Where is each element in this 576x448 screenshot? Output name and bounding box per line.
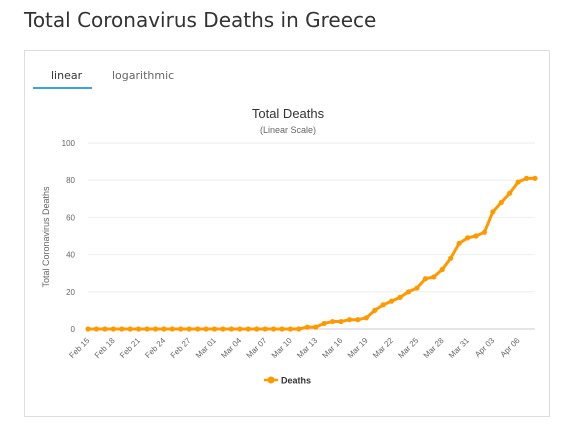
data-point[interactable] [329,318,336,325]
data-point[interactable] [498,199,504,206]
y-tick-label: 100 [62,139,76,148]
data-point[interactable] [211,326,218,332]
data-point[interactable] [363,315,369,321]
data-point[interactable] [119,326,125,332]
data-point[interactable] [431,274,437,280]
x-tick-label: Mar 28 [422,336,446,360]
x-tick-label: Feb 21 [118,336,142,360]
data-point[interactable] [414,285,420,291]
data-point[interactable] [532,175,538,181]
y-tick-label: 20 [66,288,75,297]
data-point[interactable] [296,326,302,332]
page-title: Total Coronavirus Deaths in Greece [24,8,377,32]
data-point[interactable] [338,318,344,325]
data-point[interactable] [422,276,428,282]
x-tick-label: Apr 03 [473,336,496,359]
x-tick-label: Mar 25 [396,336,420,360]
y-tick-label: 40 [66,251,75,260]
x-tick-label: Mar 19 [346,336,370,360]
x-tick-label: Mar 04 [219,336,243,360]
x-tick-label: Feb 18 [93,336,117,360]
data-point[interactable] [380,302,386,308]
series-line-deaths [88,176,535,331]
x-tick-label: Mar 13 [295,336,319,360]
data-point[interactable] [237,326,243,332]
chart-title: Total Deaths [252,106,325,121]
chart-svg: Total Deaths (Linear Scale) Total Corona… [41,106,538,386]
data-point[interactable] [228,326,234,332]
data-point[interactable] [464,235,471,241]
data-point[interactable] [85,326,91,332]
data-point[interactable] [144,326,150,332]
x-tick-label: Feb 15 [67,336,91,360]
data-point[interactable] [270,326,277,332]
data-point[interactable] [287,326,294,332]
data-point[interactable] [254,326,260,332]
data-point[interactable] [102,326,108,332]
data-point[interactable] [161,326,167,332]
data-point[interactable] [178,326,184,332]
data-point[interactable] [473,233,479,239]
chart-subtitle: (Linear Scale) [260,125,316,135]
data-point[interactable] [481,229,487,235]
chart-panel: linear logarithmic Total Deaths (Linear … [24,50,550,417]
x-tick-label: Feb 24 [143,336,167,360]
data-point[interactable] [389,298,395,304]
y-axis-label: Total Coronavirus Deaths [41,186,51,288]
data-point[interactable] [136,326,142,332]
x-tick-label: Apr 06 [499,336,522,359]
data-point[interactable] [456,240,462,247]
data-point[interactable] [523,175,530,181]
x-tick-label: Mar 22 [371,336,395,360]
x-tick-label: Mar 10 [270,336,294,360]
data-point[interactable] [127,326,133,332]
data-point[interactable] [279,326,285,332]
data-point[interactable] [355,317,361,323]
data-point[interactable] [220,326,226,332]
data-point[interactable] [507,190,513,196]
data-point[interactable] [203,326,209,332]
data-point[interactable] [397,294,403,300]
data-point[interactable] [448,255,454,261]
data-point[interactable] [93,326,100,332]
x-tick-label: Mar 07 [245,336,269,360]
legend[interactable]: Deaths [264,376,311,386]
data-point[interactable] [346,317,353,323]
data-point[interactable] [515,179,521,185]
data-point[interactable] [262,326,268,332]
y-tick-label: 0 [71,325,76,334]
y-tick-label: 80 [66,176,75,185]
data-point[interactable] [321,320,327,327]
active-tab-indicator [33,87,92,89]
x-tick-label: Feb 27 [169,336,193,360]
y-tick-label: 60 [66,213,75,222]
x-tick-label: Mar 16 [320,336,344,360]
data-point[interactable] [169,326,175,332]
legend-marker [267,376,275,384]
legend-item-deaths[interactable]: Deaths [281,376,311,386]
data-point[interactable] [313,324,319,330]
tab-linear[interactable]: linear [51,69,83,82]
data-point[interactable] [405,289,412,295]
data-point[interactable] [110,326,116,332]
data-point[interactable] [245,326,251,332]
data-point[interactable] [439,266,445,273]
data-point[interactable] [186,326,192,332]
data-point[interactable] [195,326,201,332]
data-point[interactable] [490,209,496,215]
x-tick-label: Mar 01 [194,336,218,360]
data-point[interactable] [152,326,159,332]
data-point[interactable] [372,307,378,313]
x-tick-label: Mar 31 [447,336,471,360]
data-point[interactable] [304,324,310,330]
tab-logarithmic[interactable]: logarithmic [112,69,175,82]
